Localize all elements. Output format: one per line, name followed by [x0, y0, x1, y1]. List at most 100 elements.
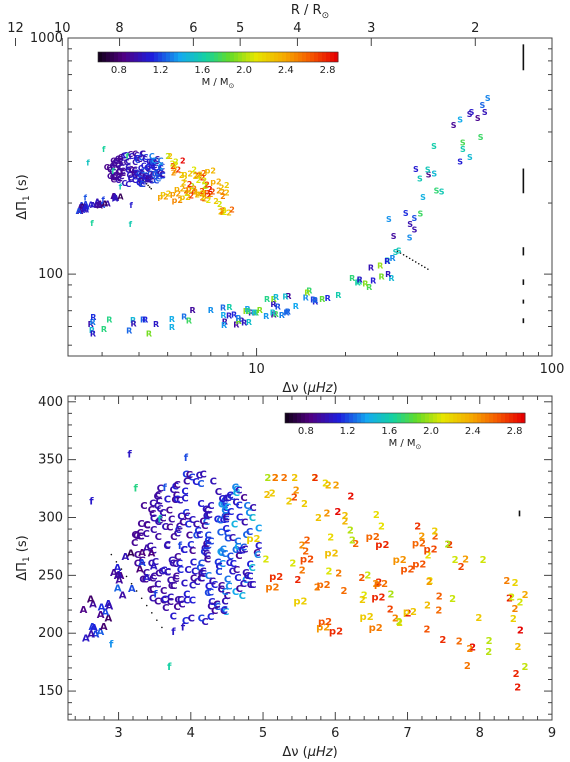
colorbar-segment: [461, 413, 466, 423]
scatter-point: C: [118, 153, 124, 162]
scatter-point: C: [234, 542, 241, 553]
scatter-point: C: [191, 566, 198, 577]
scatter-point: C: [223, 494, 230, 505]
scatter-point: C: [204, 531, 211, 542]
scatter-point: A: [87, 630, 95, 641]
scatter-point: C: [207, 601, 214, 612]
scatter-point: C: [160, 566, 167, 577]
colorbar-segment: [357, 413, 362, 423]
scatter-point: f: [134, 484, 139, 495]
scatter-point: p2: [300, 554, 314, 565]
scatter-point: A: [127, 548, 135, 559]
scatter-point: C: [203, 539, 210, 550]
colorbar-tick-label: 0.8: [298, 426, 314, 437]
scatter-point: C: [203, 511, 210, 522]
scatter-point: A: [115, 576, 123, 587]
colorbar-segment: [505, 413, 510, 423]
scatter-point: 2: [464, 661, 471, 672]
scatter-point: C: [255, 541, 262, 552]
scatter-point: C: [222, 514, 229, 525]
scatter-point: C: [136, 531, 143, 542]
top-tick-label: 12: [7, 21, 24, 36]
scatter-point: C: [181, 493, 188, 504]
scatter-point: C: [146, 174, 152, 183]
scatter-point: R: [306, 286, 312, 295]
scatter-point: R: [246, 318, 252, 327]
scatter-point: C: [141, 167, 147, 176]
scatter-point: C: [132, 176, 138, 185]
scatter-point: S: [393, 248, 399, 257]
colorbar-segment: [158, 52, 163, 62]
scatter-point: p2: [269, 572, 283, 583]
scatter-point: C: [221, 597, 228, 608]
scatter-point: C: [149, 162, 155, 171]
top-tick-label: 3: [367, 21, 375, 36]
scatter-point: p2: [412, 538, 426, 549]
scatter-point: C: [150, 514, 157, 525]
scatter-point: p2: [246, 534, 260, 545]
scatter-point: R: [368, 264, 374, 273]
scatter-point: f: [184, 453, 189, 464]
scatter-point: C: [205, 510, 212, 521]
scatter-point: 2: [202, 182, 208, 191]
scatter-point: f: [158, 514, 163, 525]
scatter-point: 2: [508, 593, 515, 604]
colorbar-segment: [473, 413, 478, 423]
scatter-point: C: [137, 519, 144, 530]
top-tick-label: 2: [471, 21, 479, 36]
scatter-point: C: [147, 170, 153, 179]
scatter-point: C: [241, 544, 248, 555]
scatter-point: C: [135, 173, 141, 182]
scatter-point: 2: [372, 579, 379, 590]
scatter-point: C: [113, 157, 119, 166]
scatter-point: 2: [201, 176, 207, 185]
scatter-point: A: [105, 601, 113, 612]
colorbar-segment: [417, 413, 422, 423]
scatter-point: f: [167, 662, 172, 673]
scatter-point: C: [139, 177, 145, 186]
x-axis-label: Δν (μHz): [282, 381, 337, 396]
scatter-point: f: [102, 145, 106, 154]
scatter-point: C: [196, 471, 203, 482]
scatter-point: C: [224, 575, 231, 586]
colorbar-segment: [210, 52, 215, 62]
scatter-point: C: [110, 172, 116, 181]
scatter-point: 2: [213, 197, 219, 206]
scatter-point: C: [135, 156, 141, 165]
scatter-point: R: [304, 289, 310, 298]
scatter-point: C: [190, 557, 197, 568]
scatter-point: A: [119, 590, 127, 601]
scatter-point: p2: [195, 189, 206, 198]
colorbar-segment: [349, 413, 354, 423]
scatter-point: C: [222, 512, 229, 523]
colorbar-label-main: M / M: [202, 77, 229, 88]
scatter-point: C: [218, 584, 225, 595]
x-tick-label: 9: [548, 726, 556, 741]
colorbar-segment: [289, 413, 294, 423]
scatter-point: C: [151, 170, 157, 179]
scatter-point: 2: [466, 644, 473, 655]
scatter-point: C: [155, 168, 161, 177]
scatter-point: C: [137, 177, 143, 186]
scatter-point: C: [160, 595, 167, 606]
scatter-point: C: [193, 520, 200, 531]
scatter-point: 2: [324, 509, 331, 520]
scatter-point: C: [149, 584, 156, 595]
scatter-point: C: [249, 513, 256, 524]
scatter-point: C: [152, 557, 159, 568]
colorbar-tick-label: 2.4: [465, 426, 481, 437]
scatter-point: A: [105, 200, 112, 209]
scatter-point: C: [106, 163, 112, 172]
scatter-point: C: [224, 502, 231, 513]
colorbar-segment: [333, 413, 338, 423]
colorbar-segment: [294, 52, 299, 62]
colorbar-segment: [405, 413, 410, 423]
colorbar-segment: [154, 52, 159, 62]
scatter-point: C: [204, 554, 211, 565]
scatter-point: C: [134, 550, 141, 561]
scatter-point: C: [153, 177, 159, 186]
scatter-point: C: [128, 175, 134, 184]
scatter-point: 2: [418, 531, 425, 542]
scatter-point: C: [131, 530, 138, 541]
scatter-point: 2: [229, 206, 235, 215]
